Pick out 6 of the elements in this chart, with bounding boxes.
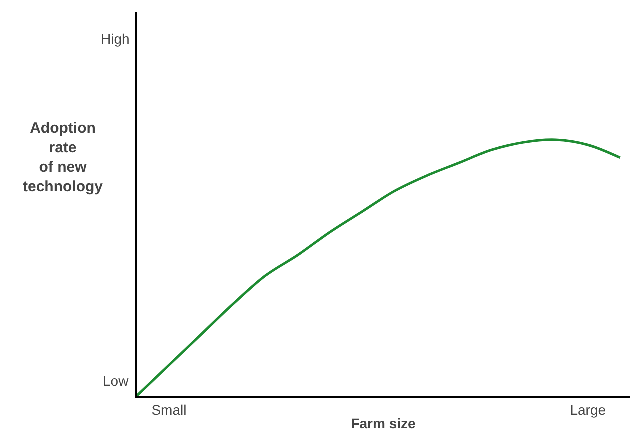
text: High bbox=[101, 31, 130, 47]
x-axis-title: Farm size bbox=[351, 416, 416, 432]
x-tick-label: Small bbox=[152, 402, 187, 418]
y-axis-title: Adoption rate of new technology bbox=[23, 120, 104, 196]
x-tick-label: Large bbox=[570, 402, 606, 418]
text: Low bbox=[103, 373, 130, 389]
